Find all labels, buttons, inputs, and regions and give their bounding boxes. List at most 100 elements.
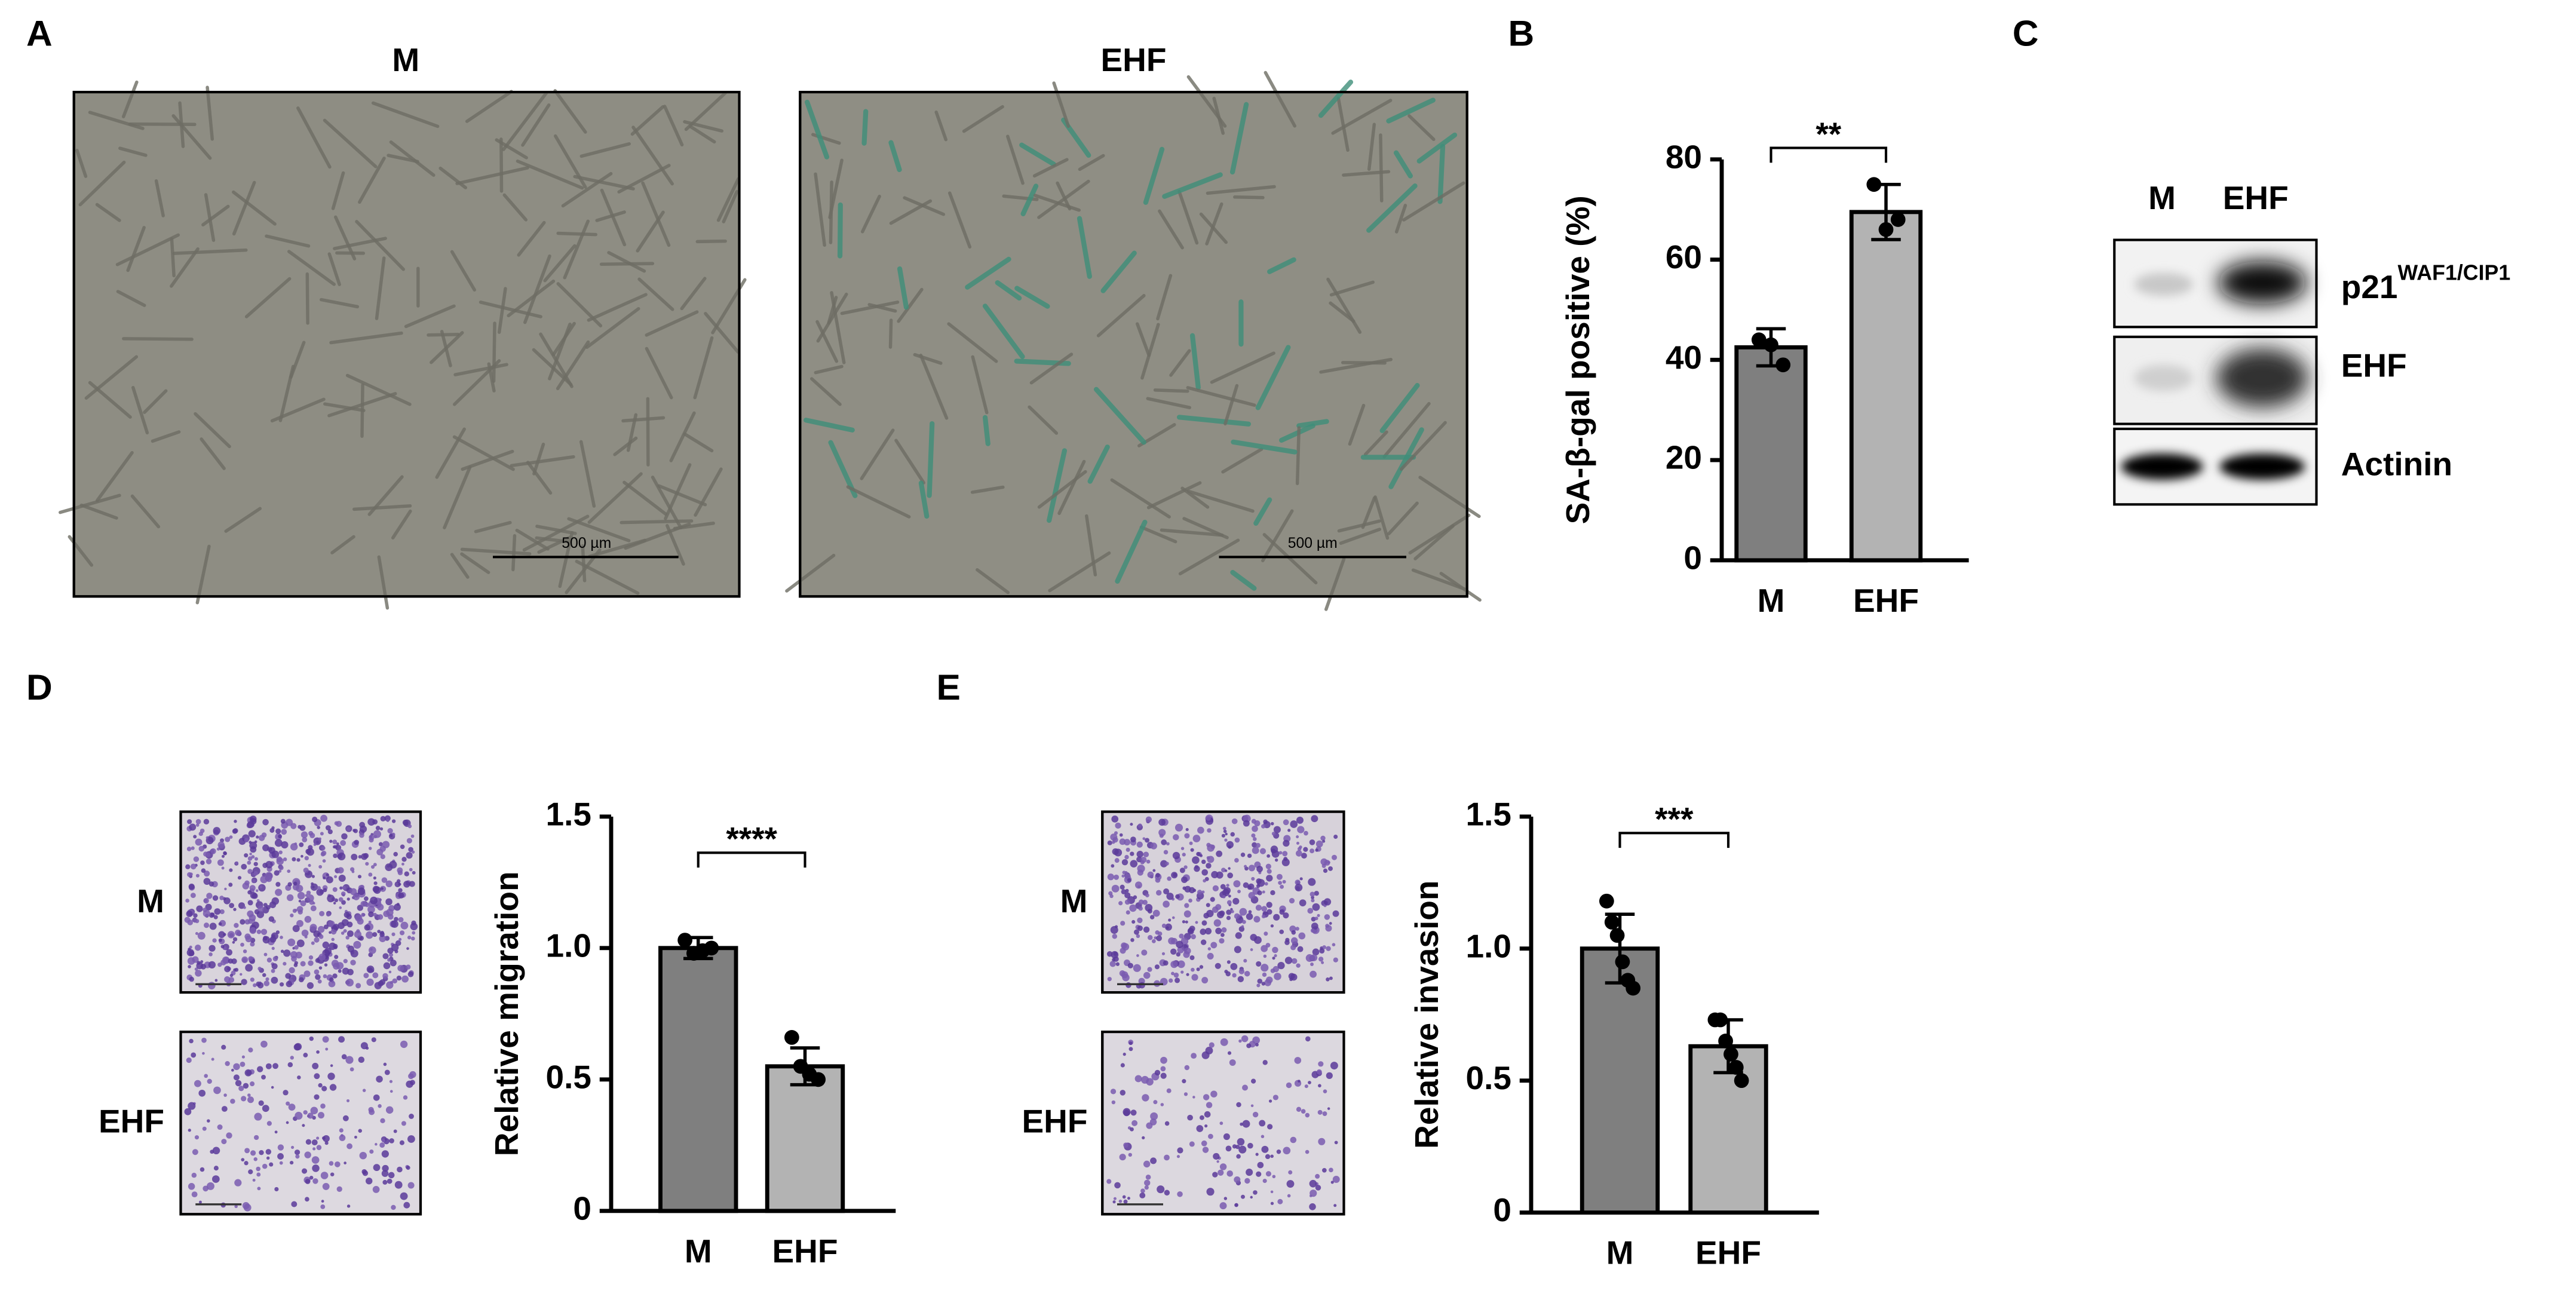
cell bbox=[391, 509, 412, 539]
cell bbox=[804, 99, 830, 160]
cell bbox=[287, 1062, 293, 1068]
cell bbox=[300, 900, 306, 906]
cell bbox=[212, 895, 219, 901]
cell bbox=[1296, 835, 1299, 839]
data-point bbox=[1728, 1060, 1744, 1075]
cell bbox=[1283, 839, 1290, 847]
cell bbox=[1206, 903, 1210, 908]
cell bbox=[95, 450, 134, 502]
cell bbox=[1202, 1147, 1209, 1153]
cell bbox=[275, 828, 281, 834]
cell bbox=[1252, 847, 1259, 854]
cell bbox=[1266, 854, 1271, 858]
cell bbox=[1216, 871, 1223, 879]
cell bbox=[1262, 1178, 1267, 1184]
cell bbox=[352, 829, 356, 832]
cell bbox=[1295, 927, 1299, 931]
image-label: EHF bbox=[1022, 1103, 1088, 1140]
cell bbox=[410, 936, 415, 941]
cell bbox=[255, 889, 259, 892]
scale-bar-label: 500 µm bbox=[1288, 535, 1338, 551]
cell bbox=[804, 418, 855, 433]
cell bbox=[311, 875, 315, 878]
cell bbox=[234, 1204, 238, 1209]
cell bbox=[1120, 948, 1126, 954]
cell bbox=[329, 977, 334, 982]
cell bbox=[347, 945, 354, 953]
cell bbox=[1264, 70, 1296, 128]
cell bbox=[438, 166, 468, 189]
significance-label: ** bbox=[1816, 115, 1841, 152]
cell bbox=[971, 355, 989, 415]
cell bbox=[461, 449, 514, 471]
cell bbox=[1177, 189, 1199, 245]
cell bbox=[1118, 1199, 1123, 1203]
cell bbox=[349, 867, 355, 872]
cell bbox=[317, 979, 322, 984]
cell bbox=[1161, 923, 1167, 928]
cell bbox=[1109, 894, 1114, 899]
cell bbox=[406, 947, 409, 950]
cell bbox=[222, 956, 230, 964]
cell bbox=[379, 827, 384, 831]
cell bbox=[300, 854, 303, 858]
cell bbox=[325, 825, 331, 831]
cell bbox=[292, 857, 296, 862]
cell bbox=[285, 973, 292, 979]
cell bbox=[369, 946, 376, 954]
cell bbox=[337, 867, 344, 874]
cell bbox=[303, 1110, 308, 1115]
cell bbox=[326, 876, 333, 884]
cell bbox=[1166, 926, 1169, 930]
cell bbox=[377, 903, 384, 911]
cell bbox=[388, 952, 393, 957]
cell bbox=[1296, 1106, 1302, 1112]
cell bbox=[1241, 1035, 1249, 1043]
cell bbox=[522, 514, 590, 552]
cell bbox=[241, 1096, 247, 1102]
cell bbox=[205, 903, 212, 911]
cell bbox=[1199, 854, 1203, 857]
cell bbox=[1170, 948, 1177, 955]
cell bbox=[374, 982, 382, 989]
cell bbox=[188, 1129, 191, 1132]
cell bbox=[373, 835, 378, 839]
cell bbox=[299, 842, 304, 847]
cell bbox=[379, 979, 386, 985]
cell bbox=[368, 1106, 374, 1113]
cell bbox=[595, 210, 626, 222]
cell bbox=[1361, 496, 1376, 529]
cell bbox=[1140, 1188, 1145, 1194]
cell bbox=[327, 1072, 335, 1080]
cell bbox=[78, 160, 126, 207]
cell bbox=[657, 484, 707, 507]
cell bbox=[332, 973, 338, 979]
cell bbox=[1224, 869, 1228, 872]
cell bbox=[352, 893, 360, 900]
cell bbox=[269, 1162, 274, 1167]
cell bbox=[385, 880, 392, 887]
cell bbox=[320, 298, 360, 309]
cell bbox=[1127, 1197, 1130, 1200]
cell bbox=[982, 415, 990, 446]
y-tick-label: 60 bbox=[1666, 238, 1702, 275]
cell bbox=[689, 125, 716, 144]
cell bbox=[683, 432, 714, 453]
cell bbox=[1270, 924, 1274, 928]
cell bbox=[1278, 881, 1282, 885]
cell bbox=[1232, 897, 1240, 905]
cell bbox=[502, 91, 548, 151]
cell bbox=[1317, 914, 1320, 917]
cell bbox=[1183, 947, 1191, 955]
cell bbox=[1111, 815, 1119, 823]
cell bbox=[242, 1202, 250, 1209]
cell bbox=[1323, 868, 1328, 873]
cell bbox=[1121, 859, 1128, 866]
cell bbox=[516, 159, 584, 190]
cell bbox=[283, 1090, 289, 1096]
cell bbox=[388, 1172, 395, 1179]
cell bbox=[195, 932, 198, 936]
cell bbox=[232, 941, 235, 944]
cell bbox=[1167, 876, 1172, 881]
cell bbox=[1261, 914, 1266, 919]
